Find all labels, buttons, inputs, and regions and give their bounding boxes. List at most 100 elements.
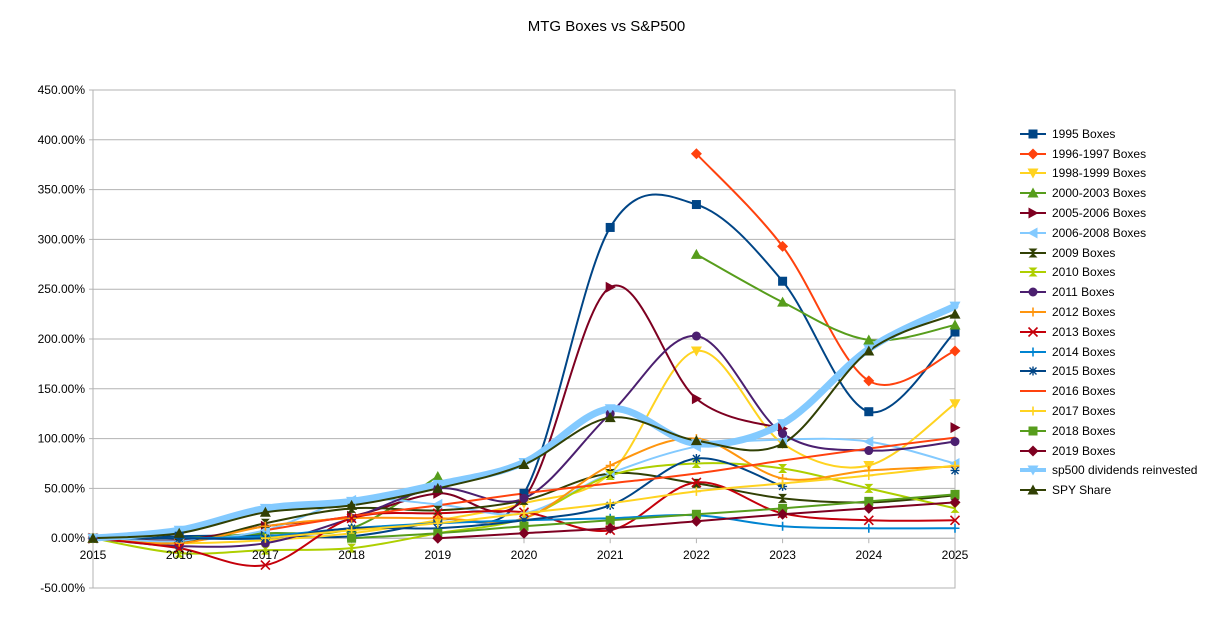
y-tick-label: 50.00% bbox=[44, 481, 85, 495]
y-tick-label: 400.00% bbox=[38, 133, 86, 147]
series-1996-1997-boxes-point bbox=[949, 345, 961, 357]
legend-item: 2017 Boxes bbox=[1020, 401, 1210, 421]
series-2005-2006-boxes-point bbox=[691, 393, 702, 405]
legend-label: 2016 Boxes bbox=[1052, 384, 1116, 399]
series-1995-boxes-point bbox=[691, 200, 701, 210]
legend-swatch bbox=[1020, 307, 1046, 317]
series-2011-boxes-point bbox=[778, 429, 788, 439]
legend-swatch bbox=[1020, 390, 1046, 393]
series-2013-boxes-point bbox=[691, 477, 702, 488]
series-2017-boxes-point bbox=[778, 478, 788, 488]
legend-swatch bbox=[1020, 207, 1046, 219]
legend-item: sp500 dividends reinvested bbox=[1020, 461, 1210, 481]
series-2000-2003-boxes-point bbox=[949, 319, 961, 330]
legend-swatch bbox=[1020, 168, 1046, 179]
legend-swatch bbox=[1020, 347, 1046, 357]
series-1996-1997-boxes-point bbox=[863, 375, 875, 387]
legend-swatch-marker bbox=[1028, 287, 1038, 297]
legend-swatch-marker bbox=[1027, 484, 1039, 495]
legend-swatch bbox=[1020, 129, 1046, 139]
series-2011-boxes-point bbox=[519, 493, 529, 503]
legend-item: 2000-2003 Boxes bbox=[1020, 183, 1210, 203]
legend-swatch bbox=[1020, 465, 1046, 476]
legend-swatch bbox=[1020, 445, 1046, 457]
series-2011-boxes-point bbox=[864, 446, 874, 456]
legend-label: 2017 Boxes bbox=[1052, 404, 1116, 419]
legend-item: 2009 Boxes bbox=[1020, 243, 1210, 263]
series-2014-boxes-point bbox=[778, 521, 788, 531]
legend-label: 2011 Boxes bbox=[1052, 285, 1115, 300]
series-2018-boxes-line bbox=[350, 493, 956, 540]
series-2018-boxes-point bbox=[950, 489, 960, 499]
series-2006-2008-boxes-point bbox=[863, 436, 874, 448]
series-2018-boxes-point bbox=[347, 533, 357, 543]
legend-item: SPY Share bbox=[1020, 480, 1210, 500]
y-tick-label: 150.00% bbox=[38, 382, 86, 396]
legend-item: 2014 Boxes bbox=[1020, 342, 1210, 362]
series-2009-boxes-point bbox=[433, 505, 443, 515]
legend-label: SPY Share bbox=[1052, 483, 1112, 498]
series-2000-2003-boxes-point bbox=[690, 248, 702, 259]
x-tick-label: 2019 bbox=[424, 548, 451, 562]
series-2013-boxes-point bbox=[346, 513, 357, 524]
legend-label: 2010 Boxes bbox=[1052, 265, 1116, 280]
legend-label: 2012 Boxes bbox=[1052, 305, 1116, 320]
legend-swatch-marker bbox=[1027, 187, 1039, 198]
legend-label: 2000-2003 Boxes bbox=[1052, 186, 1147, 201]
legend-label: 2018 Boxes bbox=[1052, 423, 1116, 438]
series-2011-boxes-line bbox=[92, 335, 956, 548]
series-1995-boxes-line bbox=[92, 193, 956, 540]
series-2011-boxes-point bbox=[691, 331, 701, 341]
series-2000-2003-boxes-point bbox=[777, 296, 789, 307]
series-2017-boxes-point bbox=[433, 518, 443, 528]
series-1996-1997-boxes-point bbox=[777, 240, 789, 252]
legend-label: sp500 dividends reinvested bbox=[1052, 463, 1198, 478]
series-2017-boxes-point bbox=[260, 533, 270, 543]
series-1995-boxes-point bbox=[864, 407, 874, 417]
x-tick-label: 2017 bbox=[252, 548, 279, 562]
series-2019-boxes-point bbox=[777, 508, 789, 520]
legend-label: 1998-1999 Boxes bbox=[1052, 166, 1147, 181]
y-tick-label: 450.00% bbox=[38, 83, 86, 97]
y-tick-label: 250.00% bbox=[38, 282, 86, 296]
series-spy-share-point bbox=[863, 345, 875, 356]
legend-swatch-marker bbox=[1028, 207, 1039, 219]
legend-label: 2005-2006 Boxes bbox=[1052, 206, 1147, 221]
y-tick-labels: -50.00% 0.00% 50.00% 100.00% 150.00% 200.00% 2… bbox=[38, 83, 86, 595]
series-2018-boxes-point bbox=[778, 503, 788, 513]
series-2010-boxes-point bbox=[347, 543, 357, 553]
legend-label: 2019 Boxes bbox=[1052, 443, 1116, 458]
series-1995-boxes-point bbox=[950, 327, 960, 337]
legend-swatch bbox=[1020, 484, 1046, 495]
series-2013-boxes-point bbox=[432, 508, 443, 519]
series-spy-share-point bbox=[432, 482, 444, 493]
legend-swatch-marker bbox=[1028, 248, 1038, 258]
series-2015-boxes-point bbox=[519, 515, 529, 525]
legend-swatch-marker bbox=[1028, 267, 1038, 277]
legend-item: 2012 Boxes bbox=[1020, 302, 1210, 322]
x-tick-label: 2018 bbox=[338, 548, 365, 562]
series-2018-boxes-point bbox=[864, 496, 874, 506]
y-tick-label: 300.00% bbox=[38, 232, 86, 246]
series-spy-share-point bbox=[346, 499, 358, 510]
legend-label: 2015 Boxes bbox=[1052, 364, 1116, 379]
legend-label: 2013 Boxes bbox=[1052, 324, 1116, 339]
series-spy-share-point bbox=[518, 458, 530, 469]
series-markers bbox=[87, 148, 961, 571]
x-tick-label: 2023 bbox=[769, 548, 796, 562]
legend-item: 2010 Boxes bbox=[1020, 263, 1210, 283]
legend-swatch-marker bbox=[1027, 168, 1039, 179]
x-tick-labels: 2015 2016 2017 2018 2019 2020 2021 2022 2023 2024… bbox=[80, 548, 969, 562]
x-tick-label: 2016 bbox=[166, 548, 193, 562]
legend-swatch bbox=[1020, 366, 1046, 376]
legend-swatch-marker bbox=[1028, 307, 1038, 317]
series-spy-share-point bbox=[259, 506, 271, 517]
series-spy-share-point bbox=[87, 532, 99, 543]
series-2017-boxes-point bbox=[347, 525, 357, 535]
y-tick-label: 350.00% bbox=[38, 183, 86, 197]
legend-swatch-marker bbox=[1027, 326, 1039, 337]
series-sp500-dividends-reinvested-point bbox=[949, 301, 961, 312]
series-1995-boxes-point bbox=[605, 222, 615, 232]
y-tick-label: -50.00% bbox=[40, 581, 85, 595]
series-2010-boxes-point bbox=[260, 545, 270, 555]
